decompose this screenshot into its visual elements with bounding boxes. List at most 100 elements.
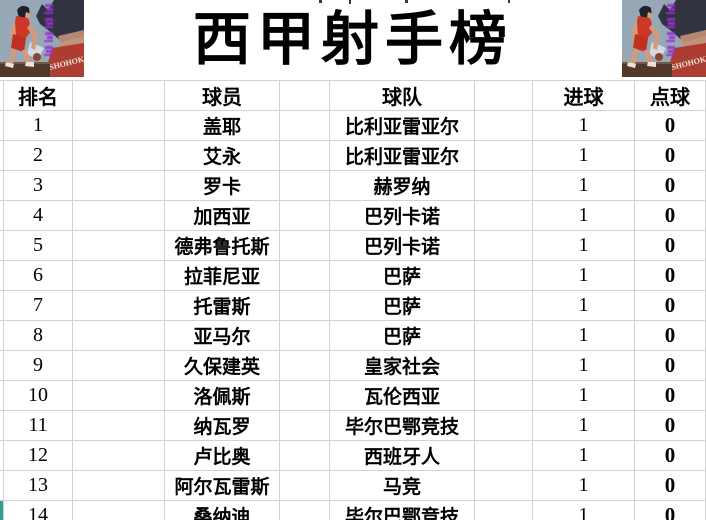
goals-cell[interactable]: 1	[533, 351, 635, 381]
team-cell[interactable]: 巴萨	[330, 291, 475, 321]
empty-cell[interactable]	[280, 321, 330, 351]
team-cell[interactable]: 巴列卡诺	[330, 201, 475, 231]
team-cell[interactable]: 皇家社会	[330, 351, 475, 381]
empty-cell[interactable]	[0, 381, 4, 411]
penalties-cell[interactable]: 0	[635, 411, 706, 441]
empty-cell[interactable]	[280, 411, 330, 441]
empty-cell[interactable]	[0, 171, 4, 201]
team-cell[interactable]: 马竞	[330, 471, 475, 501]
team-cell[interactable]: 比利亚雷亚尔	[330, 141, 475, 171]
player-cell[interactable]: 盖耶	[165, 111, 280, 141]
player-cell[interactable]: 罗卡	[165, 171, 280, 201]
goals-cell[interactable]: 1	[533, 291, 635, 321]
empty-cell[interactable]	[0, 351, 4, 381]
rank-cell[interactable]: 8	[4, 321, 73, 351]
rank-cell[interactable]: 5	[4, 231, 73, 261]
empty-cell[interactable]	[280, 501, 330, 520]
empty-cell[interactable]	[0, 261, 4, 291]
empty-cell[interactable]	[73, 381, 165, 411]
rank-cell[interactable]: 14	[4, 501, 73, 520]
empty-cell[interactable]	[73, 471, 165, 501]
goals-cell[interactable]: 1	[533, 141, 635, 171]
player-cell[interactable]: 亚马尔	[165, 321, 280, 351]
goals-cell[interactable]: 1	[533, 441, 635, 471]
player-cell[interactable]: 拉菲尼亚	[165, 261, 280, 291]
empty-cell[interactable]	[73, 501, 165, 520]
player-cell[interactable]: 阿尔瓦雷斯	[165, 471, 280, 501]
empty-cell[interactable]	[0, 141, 4, 171]
header-rank[interactable]: 排名	[4, 81, 73, 111]
empty-cell[interactable]	[0, 441, 4, 471]
empty-cell[interactable]	[0, 201, 4, 231]
goals-cell[interactable]: 1	[533, 411, 635, 441]
empty-cell[interactable]	[0, 291, 4, 321]
empty-cell[interactable]	[280, 471, 330, 501]
goals-cell[interactable]: 1	[533, 171, 635, 201]
empty-cell[interactable]	[0, 321, 4, 351]
team-cell[interactable]: 赫罗纳	[330, 171, 475, 201]
empty-cell[interactable]	[280, 261, 330, 291]
team-cell[interactable]: 毕尔巴鄂竞技	[330, 501, 475, 520]
empty-cell[interactable]	[475, 411, 533, 441]
empty-cell[interactable]	[73, 141, 165, 171]
empty-cell[interactable]	[475, 381, 533, 411]
rank-cell[interactable]: 12	[4, 441, 73, 471]
empty-cell[interactable]	[475, 291, 533, 321]
empty-cell[interactable]	[0, 111, 4, 141]
header-player[interactable]: 球员	[165, 81, 280, 111]
player-cell[interactable]: 久保建英	[165, 351, 280, 381]
empty-cell[interactable]	[475, 321, 533, 351]
rank-cell[interactable]: 11	[4, 411, 73, 441]
team-cell[interactable]: 西班牙人	[330, 441, 475, 471]
empty-cell[interactable]	[475, 501, 533, 520]
player-cell[interactable]: 桑纳迪	[165, 501, 280, 520]
empty-cell[interactable]	[280, 171, 330, 201]
empty-cell[interactable]	[73, 351, 165, 381]
player-cell[interactable]: 艾永	[165, 141, 280, 171]
goals-cell[interactable]: 1	[533, 261, 635, 291]
team-cell[interactable]: 巴萨	[330, 261, 475, 291]
empty-cell[interactable]	[0, 81, 4, 111]
empty-cell[interactable]	[73, 321, 165, 351]
penalties-cell[interactable]: 0	[635, 471, 706, 501]
empty-cell[interactable]	[73, 171, 165, 201]
empty-cell[interactable]	[73, 81, 165, 111]
player-cell[interactable]: 洛佩斯	[165, 381, 280, 411]
empty-cell[interactable]	[73, 201, 165, 231]
empty-cell[interactable]	[0, 231, 4, 261]
page-title[interactable]: 西甲射手榜	[192, 7, 513, 72]
empty-cell[interactable]	[475, 231, 533, 261]
rank-cell[interactable]: 10	[4, 381, 73, 411]
empty-cell[interactable]	[475, 261, 533, 291]
rank-cell[interactable]: 7	[4, 291, 73, 321]
player-cell[interactable]: 加西亚	[165, 201, 280, 231]
team-cell[interactable]: 瓦伦西亚	[330, 381, 475, 411]
rank-cell[interactable]: 6	[4, 261, 73, 291]
rank-cell[interactable]: 9	[4, 351, 73, 381]
penalties-cell[interactable]: 0	[635, 381, 706, 411]
team-cell[interactable]: 巴列卡诺	[330, 231, 475, 261]
empty-cell[interactable]	[475, 81, 533, 111]
empty-cell[interactable]	[475, 111, 533, 141]
rank-cell[interactable]: 4	[4, 201, 73, 231]
goals-cell[interactable]: 1	[533, 471, 635, 501]
empty-cell[interactable]	[0, 471, 4, 501]
penalties-cell[interactable]: 0	[635, 501, 706, 520]
goals-cell[interactable]: 1	[533, 201, 635, 231]
penalties-cell[interactable]: 0	[635, 231, 706, 261]
goals-cell[interactable]: 1	[533, 381, 635, 411]
empty-cell[interactable]	[280, 201, 330, 231]
team-cell[interactable]: 比利亚雷亚尔	[330, 111, 475, 141]
empty-cell[interactable]	[0, 501, 4, 520]
empty-cell[interactable]	[0, 411, 4, 441]
empty-cell[interactable]	[475, 471, 533, 501]
header-goals[interactable]: 进球	[533, 81, 635, 111]
penalties-cell[interactable]: 0	[635, 321, 706, 351]
goals-cell[interactable]: 1	[533, 111, 635, 141]
empty-cell[interactable]	[73, 291, 165, 321]
empty-cell[interactable]	[280, 111, 330, 141]
empty-cell[interactable]	[73, 411, 165, 441]
empty-cell[interactable]	[280, 441, 330, 471]
header-team[interactable]: 球队	[330, 81, 475, 111]
goals-cell[interactable]: 1	[533, 501, 635, 520]
